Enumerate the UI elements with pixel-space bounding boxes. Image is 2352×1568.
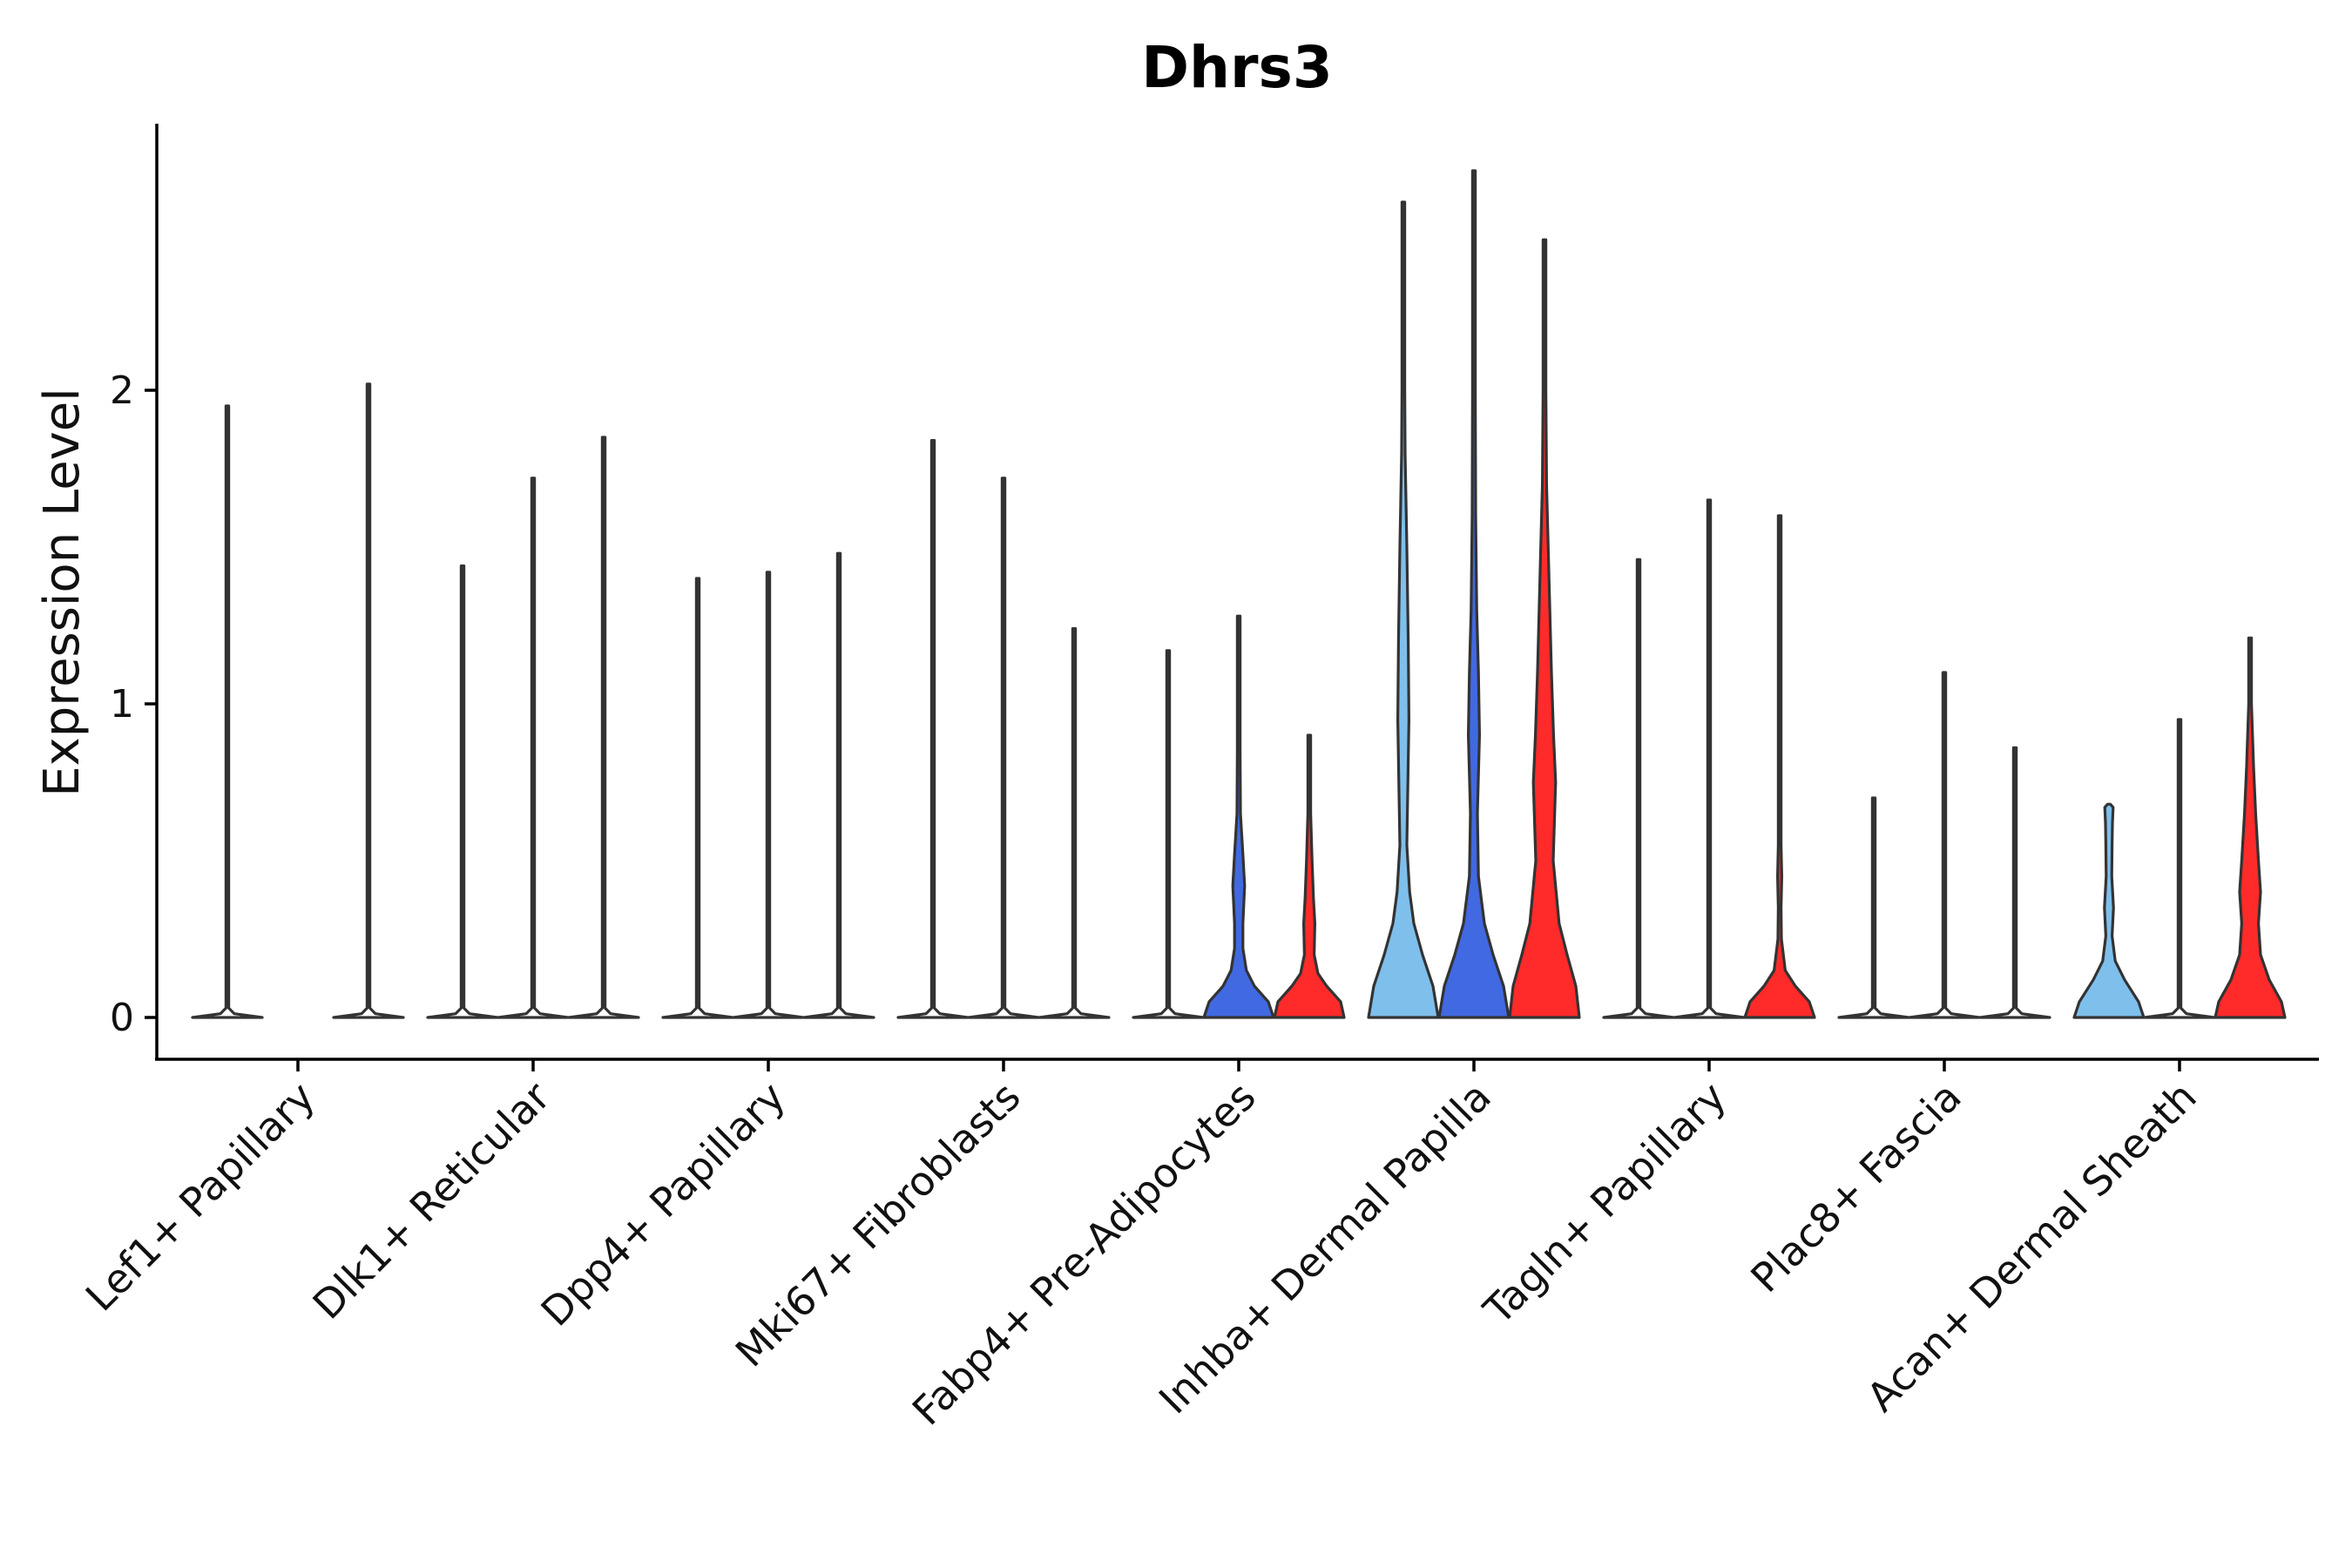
violin-2-1 <box>426 564 499 1019</box>
category-label: Dpp4+ Papillary <box>532 1073 794 1335</box>
violin-7-1 <box>1602 558 1675 1019</box>
y-axis-label: Expression Level <box>34 388 91 797</box>
violin-4-1 <box>896 439 970 1019</box>
violin-6-1 <box>1367 200 1440 1019</box>
violin-6-2 <box>1437 169 1511 1019</box>
violin-6-3 <box>1508 238 1581 1019</box>
y-tick-label: 1 <box>110 682 134 727</box>
violin-8-1 <box>1837 796 1910 1019</box>
violin-3-3 <box>802 551 875 1019</box>
violin-5-2 <box>1202 614 1275 1019</box>
violin-5-3 <box>1273 733 1346 1019</box>
violin-4-3 <box>1037 627 1111 1019</box>
violin-8-3 <box>1978 746 2051 1019</box>
violin-4-2 <box>967 476 1040 1019</box>
violin-layer <box>191 169 2287 1019</box>
violin-1-3 <box>332 382 405 1019</box>
violin-9-1 <box>2072 802 2146 1019</box>
violin-7-2 <box>1673 498 1746 1019</box>
y-tick-label: 0 <box>110 996 134 1040</box>
violin-2-3 <box>567 436 640 1019</box>
violin-5-1 <box>1132 649 1205 1019</box>
category-label: Plac8+ Fascia <box>1741 1073 1970 1301</box>
category-label: Lef1+ Papillary <box>77 1073 324 1321</box>
violin-1-1 <box>191 404 264 1019</box>
violin-3-1 <box>661 577 734 1019</box>
violin-3-2 <box>732 571 805 1019</box>
category-label: Tagln+ Papillary <box>1474 1073 1735 1335</box>
violin-8-2 <box>1908 671 1981 1019</box>
violin-9-3 <box>2213 636 2287 1019</box>
violin-9-2 <box>2143 718 2216 1019</box>
violin-2-2 <box>497 476 570 1019</box>
y-axis-ticks: 0 1 2 <box>110 368 157 1040</box>
violin-7-3 <box>1743 514 1816 1019</box>
y-tick-label: 2 <box>110 368 134 413</box>
category-label: Dlk1+ Reticular <box>304 1073 559 1328</box>
chart-title: Dhrs3 <box>1141 34 1333 101</box>
